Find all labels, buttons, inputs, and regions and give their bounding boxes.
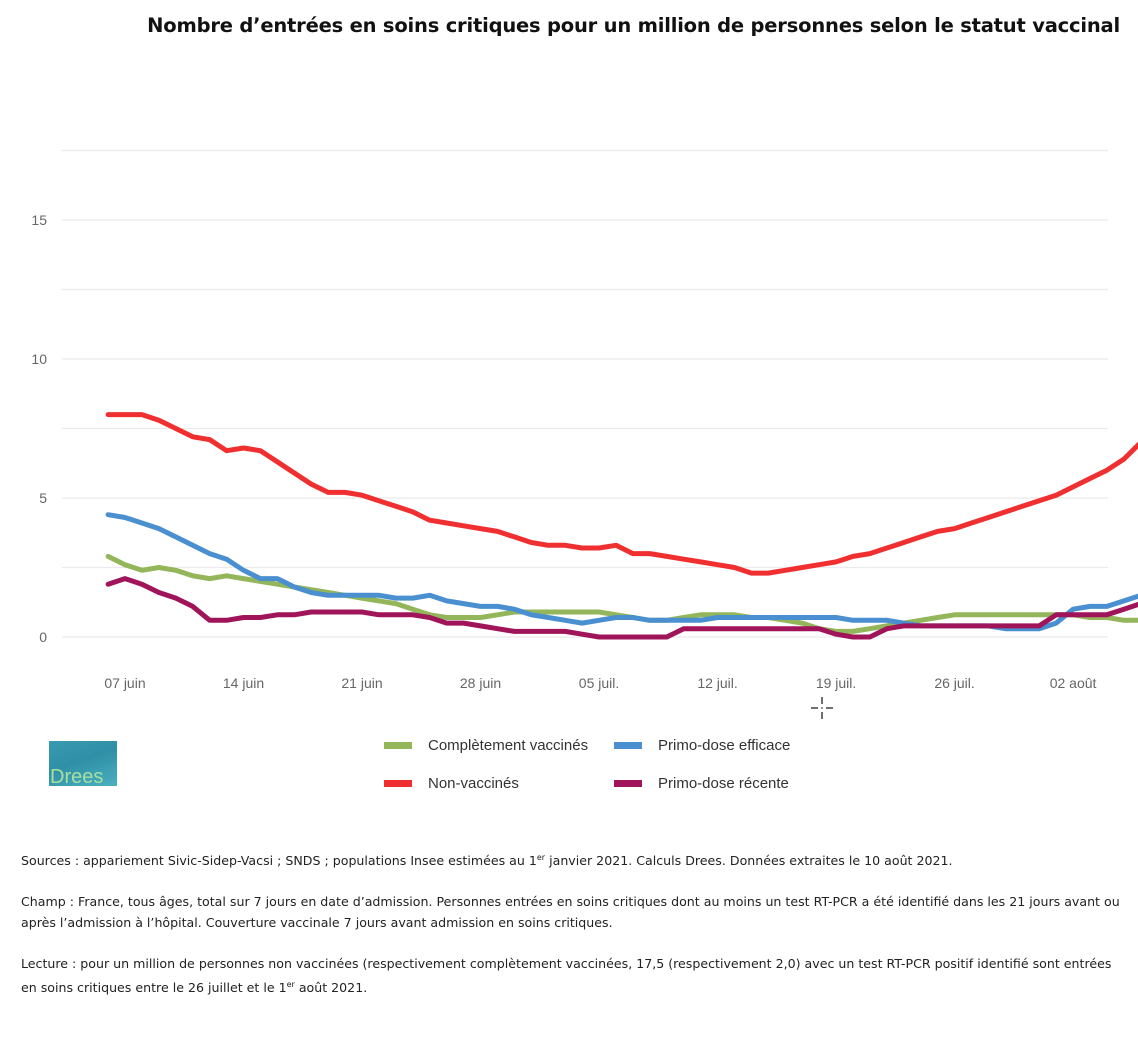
y-tick-label: 0 [39, 629, 47, 645]
legend-label: Primo-dose récente [658, 775, 789, 792]
sources-note: Sources : appariement Sivic-Sidep-Vacsi … [21, 853, 953, 869]
legend-label: Complètement vaccinés [428, 737, 589, 754]
line-chart: 0 5 10 15 07 juin 14 juin 21 juin 28 juin 05 ju… [31, 149, 1138, 691]
legend-label: Non-vaccinés [428, 775, 519, 792]
y-tick-label: 15 [31, 212, 47, 228]
lecture-note: Lecture : pour un million de personnes n… [21, 956, 1112, 996]
y-tick-label: 5 [39, 490, 47, 506]
legend-swatch [614, 780, 642, 787]
legend-swatch [384, 742, 412, 749]
legend-swatch [614, 742, 642, 749]
legend-swatch [384, 780, 412, 787]
series-line-primo-dose-efficace[interactable] [105, 512, 1138, 632]
legend-item-completement-vaccines[interactable]: Complètement vaccinés [384, 737, 588, 754]
series-line-non-vaccines[interactable] [105, 151, 1138, 576]
x-tick-label: 02 août [1050, 675, 1097, 691]
x-tick-label: 21 juin [341, 675, 382, 691]
x-tick-label: 28 juin [460, 675, 501, 691]
crosshair-cursor-icon [811, 697, 833, 719]
x-tick-label: 19 juil. [816, 675, 856, 691]
y-axis-ticks: 0 5 10 15 [31, 212, 47, 645]
x-tick-label: 26 juil. [934, 675, 974, 691]
grid-lines [62, 149, 1108, 638]
x-tick-label: 12 juil. [697, 675, 737, 691]
series-line-completement-vaccines[interactable] [105, 553, 1138, 634]
legend-item-primo-dose-recente[interactable]: Primo-dose récente [614, 775, 789, 792]
chart-title: Nombre d’entrées en soins critiques pour… [147, 14, 1120, 37]
logo-text: Drees [50, 766, 104, 786]
x-tick-label: 05 juil. [579, 675, 619, 691]
y-tick-label: 10 [31, 351, 47, 367]
legend-item-primo-dose-efficace[interactable]: Primo-dose efficace [614, 737, 790, 754]
champ-note: Champ : France, tous âges, total sur 7 j… [21, 894, 1120, 931]
series-line-primo-dose-recente[interactable] [105, 559, 1138, 640]
footnotes: Sources : appariement Sivic-Sidep-Vacsi … [21, 847, 1121, 1018]
x-tick-label: 14 juin [223, 675, 264, 691]
legend-label: Primo-dose efficace [658, 737, 791, 754]
legend-item-non-vaccines[interactable]: Non-vaccinés [384, 775, 519, 792]
series-lines [105, 151, 1138, 640]
x-tick-label: 07 juin [104, 675, 145, 691]
x-axis-ticks: 07 juin 14 juin 21 juin 28 juin 05 juil. 12 j… [104, 675, 1096, 691]
drees-logo: Drees [49, 741, 117, 786]
